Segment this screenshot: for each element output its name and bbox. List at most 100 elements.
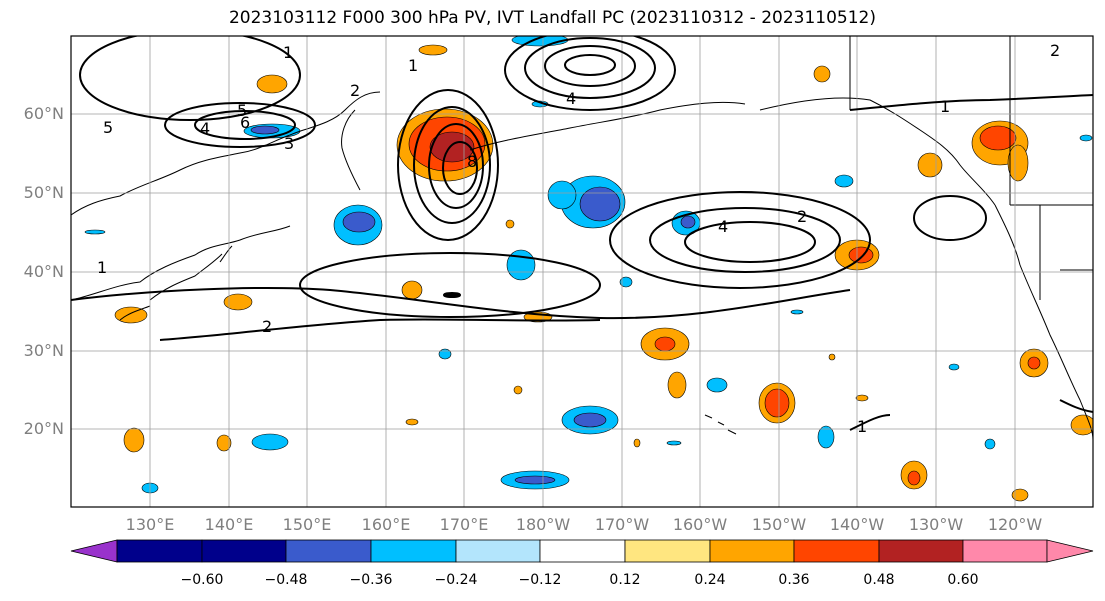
pv-contour <box>524 37 656 99</box>
lon-label: 180°W <box>515 515 571 534</box>
colorbar-tick-label: 0.48 <box>863 572 895 588</box>
contour-label: 1 <box>857 417 867 436</box>
negative-anomaly <box>250 125 280 135</box>
pv-contour <box>564 54 616 76</box>
contour-label: 1 <box>97 258 107 277</box>
colorbar-tick-label: −0.48 <box>264 572 308 588</box>
lon-label: 130°W <box>908 515 964 534</box>
negative-anomaly <box>342 211 376 233</box>
positive-anomaly <box>114 306 148 324</box>
pv-contour <box>299 252 601 318</box>
contour-label: 4 <box>200 119 210 138</box>
contour-label: 3 <box>284 134 294 153</box>
contour-label: 4 <box>566 89 576 108</box>
contour-label: 2 <box>797 207 807 226</box>
lon-label: 160°W <box>672 515 728 534</box>
contour-labels: 1 2 3 4 5 6 8 1 2 4 1 2 1 1 2 4 5 <box>97 41 1060 436</box>
positive-anomaly <box>907 470 921 486</box>
positive-anomaly <box>764 388 790 418</box>
pv-contour <box>504 36 676 111</box>
negative-anomaly <box>666 440 682 446</box>
negative-anomaly <box>1079 134 1093 142</box>
positive-anomaly <box>405 418 419 426</box>
colorbar-tick-label: −0.12 <box>518 572 562 588</box>
positive-anomaly <box>1011 488 1029 502</box>
positive-anomaly <box>813 65 831 83</box>
alaska-coast <box>759 97 996 206</box>
pv-contour <box>71 287 851 320</box>
contour-label: 8 <box>467 152 477 171</box>
colorbar-swatch <box>201 539 287 563</box>
asia-coast <box>71 91 381 301</box>
kamchatka <box>341 109 361 191</box>
positive-anomaly <box>123 427 145 453</box>
negative-anomaly <box>514 475 556 485</box>
contour-label: 5 <box>103 118 113 137</box>
pv-contour <box>442 141 478 195</box>
lat-label: 40°N <box>23 262 64 281</box>
colorbar-tick-label: −0.36 <box>349 572 393 588</box>
hawaii <box>704 414 737 435</box>
contour-label: 2 <box>1050 41 1060 60</box>
lon-label: 160°E <box>361 515 411 534</box>
colorbar <box>70 539 1094 563</box>
positive-anomaly <box>917 152 943 178</box>
pv-contours <box>71 36 1093 431</box>
lon-label: 150°W <box>751 515 807 534</box>
pv-contour <box>443 292 461 298</box>
colorbar-swatch <box>962 539 1048 563</box>
colorbar-swatch <box>285 539 372 563</box>
negative-anomaly <box>84 229 106 235</box>
negative-anomaly <box>251 433 289 451</box>
negative-anomaly <box>790 309 804 315</box>
aleutian-chain <box>469 101 746 151</box>
pv-contour <box>544 45 636 87</box>
pv-contour <box>849 414 891 431</box>
lon-label: 140°E <box>204 515 254 534</box>
contour-label: 5 <box>237 101 247 120</box>
negative-anomaly <box>438 348 452 360</box>
lat-label: 50°N <box>23 183 64 202</box>
negative-anomaly <box>619 276 633 288</box>
positive-anomaly <box>667 371 687 399</box>
colorbar-swatch <box>370 539 457 563</box>
pv-contour <box>609 191 871 289</box>
north-america-coast <box>994 204 1093 441</box>
positive-anomaly <box>505 219 515 229</box>
lon-label: 140°W <box>829 515 885 534</box>
colorbar-swatch <box>116 539 203 563</box>
colorbar-swatch <box>455 539 541 563</box>
colorbar-tick-label: 0.36 <box>778 572 810 588</box>
contour-label: 1 <box>940 97 950 116</box>
positive-anomaly <box>513 385 523 395</box>
lon-label: 170°W <box>594 515 650 534</box>
pv-contour <box>1059 399 1093 413</box>
pv-contour <box>684 221 816 263</box>
pv-contour <box>428 123 484 209</box>
positive-anomaly <box>1027 356 1041 370</box>
pv-contour <box>413 106 491 224</box>
negative-anomaly <box>573 412 607 428</box>
pv-contour <box>849 94 1093 111</box>
contour-label: 6 <box>240 113 250 132</box>
colorbar-extend-high <box>1046 539 1094 563</box>
gridlines <box>71 36 1093 507</box>
pv-contour <box>397 89 499 241</box>
negative-anomaly <box>547 180 577 210</box>
colorbar-tick-label: −0.24 <box>434 572 478 588</box>
negative-anomaly <box>817 425 835 449</box>
negative-anomaly <box>984 438 996 450</box>
positive-anomaly <box>855 394 869 402</box>
pv-contour <box>913 195 987 241</box>
positive-anomaly <box>256 74 288 94</box>
contour-label: 2 <box>350 81 360 100</box>
pv-contour <box>159 318 601 341</box>
borders <box>849 36 1093 300</box>
contour-label: 1 <box>408 56 418 75</box>
pv-contour <box>164 102 316 148</box>
positive-anomaly <box>1070 414 1093 436</box>
positive-anomaly <box>223 293 253 311</box>
pv-contour <box>194 110 296 140</box>
colorbar-tick-label: 0.24 <box>694 572 726 588</box>
